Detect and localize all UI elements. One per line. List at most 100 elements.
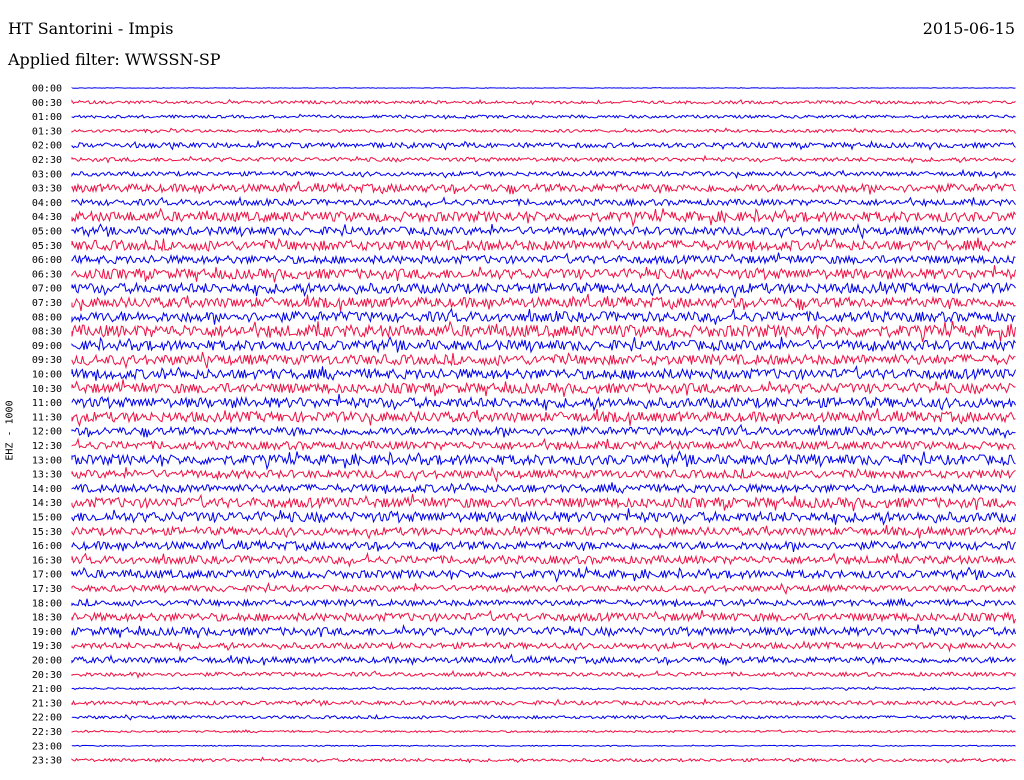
trace-row	[71, 393, 1016, 412]
trace-row	[71, 408, 1016, 428]
trace-row	[71, 640, 1016, 653]
trace-row	[71, 168, 1016, 180]
time-label: 06:30	[32, 269, 62, 280]
trace-row	[71, 265, 1016, 283]
trace-row	[71, 127, 1016, 134]
trace-row	[71, 609, 1016, 624]
time-label: 07:30	[32, 298, 62, 309]
trace-row	[71, 565, 1016, 583]
trace-row	[71, 207, 1016, 228]
trace-row	[71, 181, 1016, 195]
time-label: 20:00	[32, 656, 62, 667]
time-label: 06:00	[32, 255, 62, 266]
trace-row	[71, 728, 1016, 734]
station-title: HT Santorini - Impis	[8, 19, 174, 38]
trace-row	[71, 320, 1016, 342]
trace-row	[71, 335, 1016, 354]
time-label: 05:30	[32, 241, 62, 252]
time-label: 10:30	[32, 384, 62, 395]
time-label: 08:00	[32, 312, 62, 323]
time-label: 00:30	[32, 98, 62, 109]
trace-row	[71, 252, 1016, 266]
trace-row	[71, 450, 1016, 471]
trace-row	[71, 98, 1016, 106]
time-label: 14:30	[32, 498, 62, 509]
trace-row	[71, 686, 1016, 692]
time-label: 02:30	[32, 155, 62, 166]
trace-row	[71, 281, 1016, 299]
time-label: 01:30	[32, 126, 62, 137]
time-label: 11:30	[32, 412, 62, 423]
time-label: 13:30	[32, 470, 62, 481]
trace-row	[71, 756, 1016, 764]
time-label: 18:30	[32, 613, 62, 624]
trace-row	[71, 379, 1016, 397]
time-label: 19:30	[32, 641, 62, 652]
time-label: 07:00	[32, 284, 62, 295]
time-label: 05:00	[32, 227, 62, 238]
time-label: 23:30	[32, 756, 62, 767]
time-label: 04:30	[32, 212, 62, 223]
trace-row	[71, 154, 1016, 164]
filter-label: Applied filter: WWSSN-SP	[8, 50, 221, 69]
time-label: 09:30	[32, 355, 62, 366]
time-label: 17:30	[32, 584, 62, 595]
time-label: 04:00	[32, 198, 62, 209]
trace-row	[71, 195, 1016, 209]
time-label: 22:00	[32, 713, 62, 724]
time-label: 01:00	[32, 112, 62, 123]
time-label: 20:30	[32, 670, 62, 681]
time-label: 12:30	[32, 441, 62, 452]
trace-row	[71, 466, 1016, 483]
time-label: 11:00	[32, 398, 62, 409]
trace-row	[71, 597, 1016, 608]
time-label: 00:00	[32, 84, 62, 95]
time-label: 09:00	[32, 341, 62, 352]
time-label: 22:30	[32, 727, 62, 738]
time-label: 18:00	[32, 598, 62, 609]
trace-row	[71, 581, 1016, 596]
trace-row	[71, 551, 1016, 568]
time-label: 13:00	[32, 455, 62, 466]
trace-row	[71, 653, 1016, 667]
trace-row	[71, 713, 1016, 721]
trace-row	[71, 86, 1016, 89]
time-label: 08:30	[32, 327, 62, 338]
record-date: 2015-06-15	[922, 19, 1015, 38]
time-label: 03:30	[32, 184, 62, 195]
time-label: 19:00	[32, 627, 62, 638]
trace-row	[71, 423, 1016, 440]
trace-row	[71, 351, 1016, 370]
trace-row	[71, 482, 1016, 495]
time-label: 15:00	[32, 513, 62, 524]
trace-row	[71, 744, 1016, 748]
time-label: 02:00	[32, 141, 62, 152]
time-label: 17:00	[32, 570, 62, 581]
time-label: 21:30	[32, 698, 62, 709]
time-label: 16:00	[32, 541, 62, 552]
trace-row	[71, 624, 1016, 639]
trace-row	[71, 524, 1016, 540]
trace-row	[71, 669, 1016, 679]
time-label: 15:30	[32, 527, 62, 538]
trace-row	[71, 307, 1016, 325]
time-label: 16:30	[32, 555, 62, 566]
time-label: 14:00	[32, 484, 62, 495]
trace-row	[71, 437, 1016, 452]
time-label: 23:00	[32, 741, 62, 752]
trace-row	[71, 237, 1016, 253]
trace-row	[71, 538, 1016, 552]
time-label: 10:00	[32, 370, 62, 381]
time-label: 12:00	[32, 427, 62, 438]
trace-row	[71, 508, 1016, 526]
trace-row	[71, 697, 1016, 707]
trace-row	[71, 222, 1016, 240]
time-label: 21:00	[32, 684, 62, 695]
trace-row	[71, 493, 1016, 512]
time-label: 03:00	[32, 169, 62, 180]
trace-row	[71, 293, 1016, 312]
trace-row	[71, 365, 1016, 382]
trace-row	[71, 139, 1016, 151]
trace-row	[71, 113, 1016, 120]
